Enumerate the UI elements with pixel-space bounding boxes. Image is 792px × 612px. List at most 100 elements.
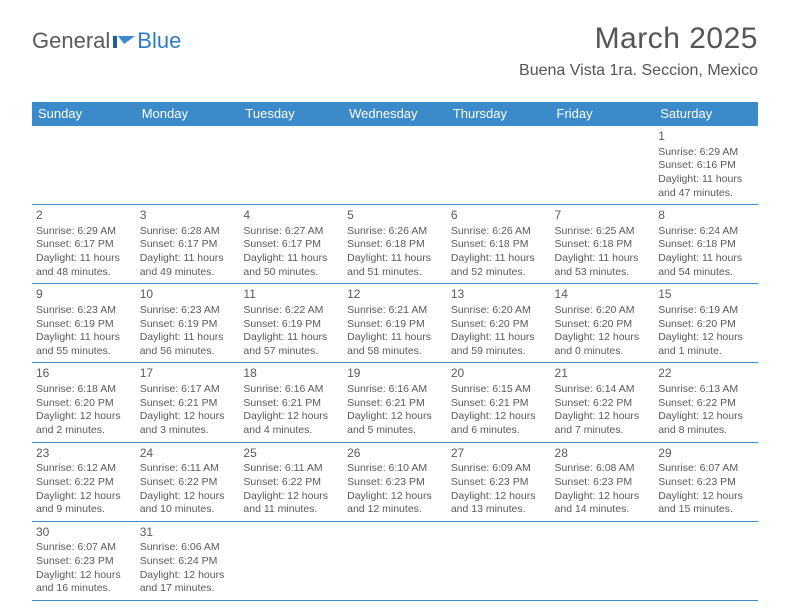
- calendar-cell: [654, 521, 758, 600]
- sunset-text: Sunset: 6:19 PM: [243, 318, 339, 332]
- sunset-text: Sunset: 6:18 PM: [451, 238, 547, 252]
- calendar-cell: 23Sunrise: 6:12 AMSunset: 6:22 PMDayligh…: [32, 442, 136, 521]
- sunset-text: Sunset: 6:22 PM: [36, 476, 132, 490]
- calendar-cell: 10Sunrise: 6:23 AMSunset: 6:19 PMDayligh…: [136, 284, 240, 363]
- calendar-cell: [32, 126, 136, 205]
- daylight-text: Daylight: 11 hours and 57 minutes.: [243, 331, 339, 358]
- sunset-text: Sunset: 6:23 PM: [658, 476, 754, 490]
- calendar-cell: 20Sunrise: 6:15 AMSunset: 6:21 PMDayligh…: [447, 363, 551, 442]
- calendar-cell: [239, 126, 343, 205]
- daylight-text: Daylight: 12 hours and 9 minutes.: [36, 490, 132, 517]
- sunset-text: Sunset: 6:21 PM: [451, 397, 547, 411]
- day-number: 15: [658, 287, 754, 303]
- calendar-row: 9Sunrise: 6:23 AMSunset: 6:19 PMDaylight…: [32, 284, 758, 363]
- sunrise-text: Sunrise: 6:23 AM: [140, 304, 236, 318]
- logo-text-gray: General: [32, 28, 110, 54]
- month-title: March 2025: [519, 22, 758, 56]
- calendar-cell: 7Sunrise: 6:25 AMSunset: 6:18 PMDaylight…: [551, 205, 655, 284]
- location: Buena Vista 1ra. Seccion, Mexico: [519, 62, 758, 80]
- day-number: 23: [36, 446, 132, 462]
- calendar-cell: 9Sunrise: 6:23 AMSunset: 6:19 PMDaylight…: [32, 284, 136, 363]
- sunrise-text: Sunrise: 6:10 AM: [347, 462, 443, 476]
- sunset-text: Sunset: 6:22 PM: [658, 397, 754, 411]
- calendar-cell: 2Sunrise: 6:29 AMSunset: 6:17 PMDaylight…: [32, 205, 136, 284]
- day-number: 6: [451, 208, 547, 224]
- calendar-row: 23Sunrise: 6:12 AMSunset: 6:22 PMDayligh…: [32, 442, 758, 521]
- calendar-cell: [447, 126, 551, 205]
- calendar-cell: 3Sunrise: 6:28 AMSunset: 6:17 PMDaylight…: [136, 205, 240, 284]
- daylight-text: Daylight: 12 hours and 15 minutes.: [658, 490, 754, 517]
- sunset-text: Sunset: 6:18 PM: [347, 238, 443, 252]
- daylight-text: Daylight: 11 hours and 47 minutes.: [658, 173, 754, 200]
- sunset-text: Sunset: 6:24 PM: [140, 555, 236, 569]
- day-number: 25: [243, 446, 339, 462]
- calendar-cell: 5Sunrise: 6:26 AMSunset: 6:18 PMDaylight…: [343, 205, 447, 284]
- calendar-cell: 4Sunrise: 6:27 AMSunset: 6:17 PMDaylight…: [239, 205, 343, 284]
- calendar-cell: 16Sunrise: 6:18 AMSunset: 6:20 PMDayligh…: [32, 363, 136, 442]
- sunset-text: Sunset: 6:21 PM: [243, 397, 339, 411]
- day-number: 3: [140, 208, 236, 224]
- sunrise-text: Sunrise: 6:26 AM: [347, 225, 443, 239]
- daylight-text: Daylight: 11 hours and 58 minutes.: [347, 331, 443, 358]
- day-number: 19: [347, 366, 443, 382]
- calendar-cell: 18Sunrise: 6:16 AMSunset: 6:21 PMDayligh…: [239, 363, 343, 442]
- daylight-text: Daylight: 12 hours and 12 minutes.: [347, 490, 443, 517]
- sunset-text: Sunset: 6:22 PM: [555, 397, 651, 411]
- calendar-row: 1Sunrise: 6:29 AMSunset: 6:16 PMDaylight…: [32, 126, 758, 205]
- sunset-text: Sunset: 6:19 PM: [36, 318, 132, 332]
- sunrise-text: Sunrise: 6:23 AM: [36, 304, 132, 318]
- calendar-cell: 24Sunrise: 6:11 AMSunset: 6:22 PMDayligh…: [136, 442, 240, 521]
- sunrise-text: Sunrise: 6:07 AM: [36, 541, 132, 555]
- sunset-text: Sunset: 6:23 PM: [347, 476, 443, 490]
- sunrise-text: Sunrise: 6:22 AM: [243, 304, 339, 318]
- day-number: 14: [555, 287, 651, 303]
- sunrise-text: Sunrise: 6:16 AM: [347, 383, 443, 397]
- daylight-text: Daylight: 12 hours and 4 minutes.: [243, 410, 339, 437]
- day-number: 10: [140, 287, 236, 303]
- sunset-text: Sunset: 6:21 PM: [347, 397, 443, 411]
- sunrise-text: Sunrise: 6:14 AM: [555, 383, 651, 397]
- sunrise-text: Sunrise: 6:26 AM: [451, 225, 547, 239]
- day-number: 21: [555, 366, 651, 382]
- day-number: 2: [36, 208, 132, 224]
- weekday-header: Saturday: [654, 102, 758, 126]
- daylight-text: Daylight: 12 hours and 14 minutes.: [555, 490, 651, 517]
- day-number: 9: [36, 287, 132, 303]
- sunset-text: Sunset: 6:20 PM: [36, 397, 132, 411]
- sunset-text: Sunset: 6:21 PM: [140, 397, 236, 411]
- weekday-header: Friday: [551, 102, 655, 126]
- calendar-cell: 25Sunrise: 6:11 AMSunset: 6:22 PMDayligh…: [239, 442, 343, 521]
- calendar-cell: 19Sunrise: 6:16 AMSunset: 6:21 PMDayligh…: [343, 363, 447, 442]
- sunset-text: Sunset: 6:23 PM: [36, 555, 132, 569]
- sunrise-text: Sunrise: 6:18 AM: [36, 383, 132, 397]
- weekday-header: Thursday: [447, 102, 551, 126]
- daylight-text: Daylight: 12 hours and 7 minutes.: [555, 410, 651, 437]
- calendar-cell: 14Sunrise: 6:20 AMSunset: 6:20 PMDayligh…: [551, 284, 655, 363]
- daylight-text: Daylight: 11 hours and 48 minutes.: [36, 252, 132, 279]
- daylight-text: Daylight: 11 hours and 49 minutes.: [140, 252, 236, 279]
- calendar-cell: 30Sunrise: 6:07 AMSunset: 6:23 PMDayligh…: [32, 521, 136, 600]
- sunrise-text: Sunrise: 6:24 AM: [658, 225, 754, 239]
- day-number: 18: [243, 366, 339, 382]
- day-number: 26: [347, 446, 443, 462]
- sunrise-text: Sunrise: 6:13 AM: [658, 383, 754, 397]
- calendar-cell: [343, 126, 447, 205]
- sunrise-text: Sunrise: 6:07 AM: [658, 462, 754, 476]
- day-number: 11: [243, 287, 339, 303]
- day-number: 7: [555, 208, 651, 224]
- day-number: 31: [140, 525, 236, 541]
- calendar-cell: 29Sunrise: 6:07 AMSunset: 6:23 PMDayligh…: [654, 442, 758, 521]
- calendar-cell: 17Sunrise: 6:17 AMSunset: 6:21 PMDayligh…: [136, 363, 240, 442]
- calendar-cell: 6Sunrise: 6:26 AMSunset: 6:18 PMDaylight…: [447, 205, 551, 284]
- calendar-cell: 31Sunrise: 6:06 AMSunset: 6:24 PMDayligh…: [136, 521, 240, 600]
- day-number: 22: [658, 366, 754, 382]
- calendar-cell: [136, 126, 240, 205]
- calendar-row: 2Sunrise: 6:29 AMSunset: 6:17 PMDaylight…: [32, 205, 758, 284]
- page-header: March 2025 Buena Vista 1ra. Seccion, Mex…: [519, 22, 758, 80]
- day-number: 12: [347, 287, 443, 303]
- sunrise-text: Sunrise: 6:12 AM: [36, 462, 132, 476]
- sunrise-text: Sunrise: 6:11 AM: [243, 462, 339, 476]
- weekday-header: Monday: [136, 102, 240, 126]
- sunset-text: Sunset: 6:18 PM: [658, 238, 754, 252]
- sunset-text: Sunset: 6:20 PM: [451, 318, 547, 332]
